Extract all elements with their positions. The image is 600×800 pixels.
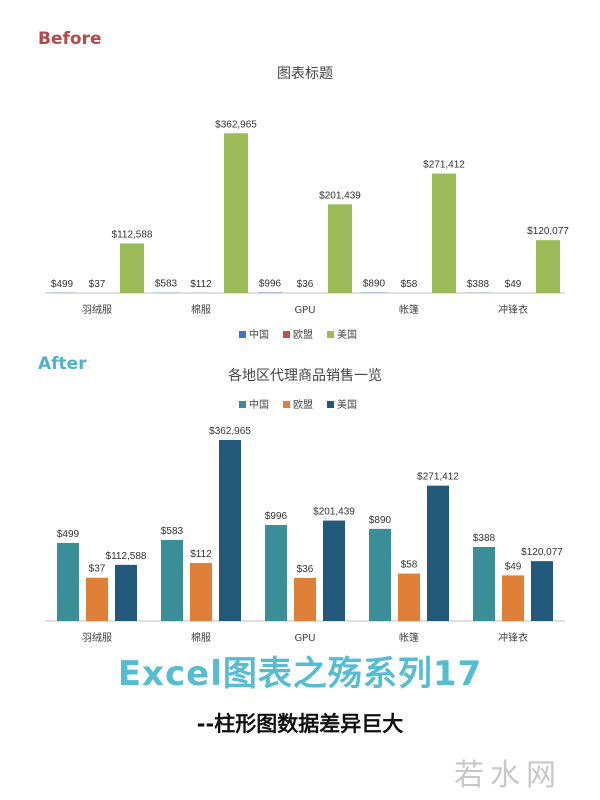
data-label: $120,077 — [521, 547, 563, 558]
bar — [120, 243, 144, 293]
banner-title: Excel图表之殇系列17 — [117, 654, 483, 694]
bar — [86, 577, 108, 621]
chart-before: 图表标题 $499 $37 $112,588 羽绒服 $583 $112 $362,965 棉服… — [45, 66, 569, 341]
bar — [115, 564, 137, 621]
data-label: $58 — [401, 279, 418, 290]
legend-swatch — [239, 401, 246, 408]
data-label: $36 — [297, 564, 314, 575]
data-label: $112,588 — [112, 229, 153, 240]
data-label: $112,588 — [106, 551, 147, 562]
data-label: $271,412 — [417, 472, 459, 483]
bar — [432, 173, 456, 293]
legend-label: 中国 — [249, 328, 269, 341]
bar — [398, 573, 420, 621]
bar — [427, 485, 449, 621]
bar — [190, 563, 212, 621]
category-label: 帐篷 — [399, 303, 419, 316]
bar — [224, 133, 248, 293]
legend-label: 美国 — [337, 328, 357, 341]
bar — [323, 520, 345, 621]
data-label: $201,439 — [319, 190, 361, 201]
legend-swatch — [283, 331, 290, 338]
data-label: $49 — [505, 279, 522, 290]
banner-subtitle: --柱形图数据差异巨大 — [196, 712, 404, 736]
data-label: $112 — [190, 549, 212, 560]
chart-after: 各地区代理商品销售一览 $499 $37$112,588 羽绒服 $583 $112 $36… — [45, 368, 565, 644]
data-label: $120,077 — [527, 226, 569, 237]
data-label: $996 — [259, 279, 282, 290]
legend-label: 美国 — [337, 398, 357, 411]
data-label: $890 — [369, 515, 392, 526]
watermark: 若水网 — [454, 758, 562, 793]
chart-title: 图表标题 — [277, 66, 333, 82]
data-label: $996 — [265, 511, 288, 522]
bar — [531, 561, 553, 621]
data-label: $112 — [190, 279, 212, 290]
legend-swatch — [283, 401, 290, 408]
category-label: GPU — [294, 633, 315, 644]
data-label: $362,965 — [209, 426, 251, 437]
category-label: 棉服 — [191, 631, 211, 644]
category-label: 羽绒服 — [82, 303, 112, 316]
data-label: $583 — [155, 279, 178, 290]
data-label: $37 — [89, 564, 106, 575]
data-label: $499 — [51, 279, 74, 290]
bar — [536, 240, 560, 293]
legend-label: 中国 — [249, 398, 269, 411]
data-label: $890 — [363, 279, 386, 290]
legend-swatch — [327, 331, 334, 338]
category-label: 冲锋衣 — [498, 631, 528, 644]
data-label: $362,965 — [215, 119, 257, 130]
bar — [369, 528, 391, 621]
category-label: 羽绒服 — [82, 631, 112, 644]
category-label: 冲锋衣 — [498, 303, 528, 316]
data-label: $271,412 — [423, 160, 465, 171]
legend-label: 欧盟 — [293, 399, 313, 411]
data-label: $583 — [161, 526, 184, 537]
data-label: $37 — [89, 279, 106, 290]
bar — [219, 440, 241, 621]
chart-title: 各地区代理商品销售一览 — [228, 368, 382, 384]
bar — [57, 542, 79, 621]
bar — [294, 577, 316, 621]
data-label: $388 — [467, 279, 490, 290]
data-label: $49 — [505, 561, 522, 572]
bar — [328, 204, 352, 293]
data-label: $201,439 — [313, 507, 355, 518]
category-label: GPU — [294, 305, 315, 316]
data-label: $499 — [57, 529, 80, 540]
category-label: 帐篷 — [399, 631, 419, 644]
before-label: Before — [38, 29, 102, 49]
legend-label: 欧盟 — [293, 329, 313, 341]
data-label: $58 — [401, 560, 418, 571]
data-label: $388 — [473, 533, 496, 544]
bar — [502, 575, 524, 621]
legend-swatch — [327, 401, 334, 408]
bar — [265, 525, 287, 621]
after-label: After — [38, 354, 87, 374]
category-label: 棉服 — [191, 303, 211, 316]
bar — [473, 546, 495, 621]
data-label: $36 — [297, 279, 314, 290]
bar — [161, 539, 183, 621]
legend-swatch — [239, 331, 246, 338]
